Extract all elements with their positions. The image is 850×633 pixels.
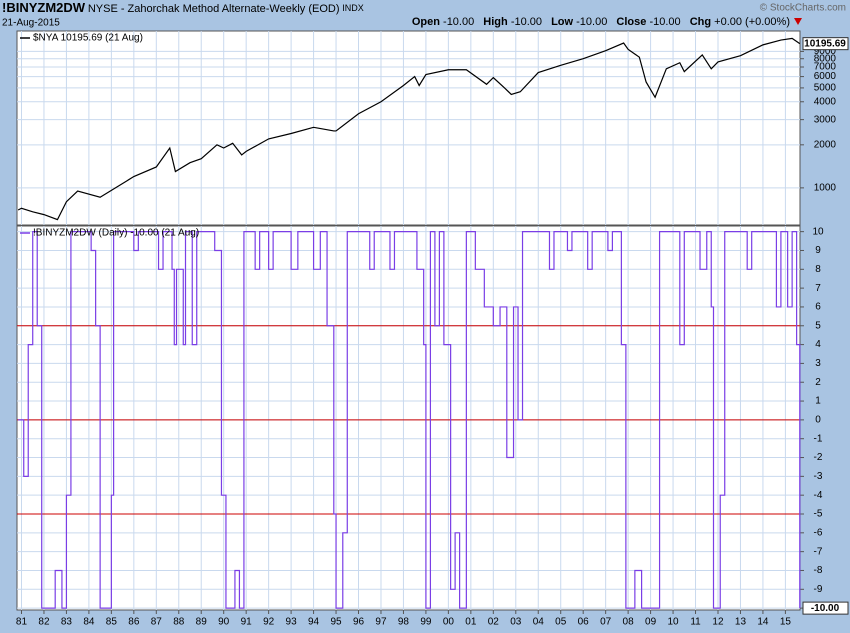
- quote-label: Close: [616, 16, 646, 28]
- y-tick-label: 7000: [814, 62, 837, 73]
- y-tick-label: 7: [815, 283, 821, 294]
- y-tick-label: -6: [814, 527, 823, 538]
- x-tick-label: 88: [173, 617, 185, 628]
- last-value-box: [802, 37, 849, 51]
- y-tick-label: -4: [814, 490, 823, 501]
- quote-label: Chg: [690, 16, 711, 28]
- x-tick-label: 89: [196, 617, 208, 628]
- quote-label: High: [483, 16, 508, 28]
- y-tick-label: 8000: [814, 53, 837, 64]
- y-tick-label: 0: [815, 415, 821, 426]
- x-tick-label: 96: [353, 617, 365, 628]
- x-tick-label: 94: [308, 617, 320, 628]
- x-tick-label: 01: [465, 617, 477, 628]
- y-tick-label: 5: [815, 320, 821, 331]
- y-tick-label: 4000: [814, 96, 837, 107]
- x-tick-label: 08: [623, 617, 635, 628]
- y-tick-label: 2: [815, 377, 821, 388]
- x-tick-label: 12: [712, 617, 724, 628]
- x-tick-label: 03: [510, 617, 522, 628]
- y-tick-label: 1000: [814, 183, 837, 194]
- x-tick-label: 00: [443, 617, 455, 628]
- y-tick-label: 1: [815, 396, 821, 407]
- x-tick-label: 83: [61, 617, 73, 628]
- legend-label: $NYA 10195.69 (21 Aug): [33, 33, 143, 44]
- x-tick-label: 84: [83, 617, 95, 628]
- panel: [16, 30, 801, 226]
- y-tick-label: -1: [814, 433, 823, 444]
- y-tick-label: 4: [815, 339, 821, 350]
- y-tick-label: -7: [814, 546, 823, 557]
- x-tick-label: 97: [375, 617, 387, 628]
- y-tick-label: 3000: [814, 114, 837, 125]
- line-series: [18, 231, 801, 609]
- date: 21-Aug-2015: [2, 18, 60, 29]
- x-tick-label: 05: [555, 617, 567, 628]
- y-tick-label: 9: [815, 245, 821, 256]
- y-tick-label: -3: [814, 471, 823, 482]
- x-tick-label: 02: [488, 617, 500, 628]
- exchange: INDX: [342, 3, 364, 13]
- x-tick-label: 95: [330, 617, 342, 628]
- change-arrow: [794, 18, 802, 25]
- x-tick-label: 99: [420, 617, 432, 628]
- x-tick-label: 10: [667, 617, 679, 628]
- y-tick-label: -9: [814, 584, 823, 595]
- quote-label: Low: [551, 16, 573, 28]
- x-tick-label: 93: [286, 617, 298, 628]
- copyright: © StockCharts.com: [760, 3, 846, 14]
- quote-value: -10.00: [576, 16, 607, 28]
- y-tick-label: 6000: [814, 71, 837, 82]
- x-tick-label: 91: [241, 617, 253, 628]
- quote-value: +0.00 (+0.00%): [714, 16, 790, 28]
- x-tick-label: 15: [780, 617, 792, 628]
- x-tick-label: 86: [128, 617, 140, 628]
- legend-label: !BINYZM2DW (Daily) -10.00 (21 Aug): [33, 228, 199, 239]
- quote-value: -10.00: [511, 16, 542, 28]
- quote-value: -10.00: [649, 16, 680, 28]
- x-tick-label: 85: [106, 617, 118, 628]
- x-tick-label: 98: [398, 617, 410, 628]
- x-tick-label: 13: [735, 617, 747, 628]
- x-tick-label: 04: [533, 617, 545, 628]
- y-tick-label: -5: [814, 509, 823, 520]
- quote-label: Open: [412, 16, 440, 28]
- y-tick-label: 6: [815, 302, 821, 313]
- panel: [16, 225, 801, 611]
- y-tick-label: 10: [812, 226, 824, 237]
- y-tick-label: 2000: [814, 139, 837, 150]
- last-value-box: [802, 601, 849, 615]
- x-tick-label: 09: [645, 617, 657, 628]
- y-tick-label: 5000: [814, 83, 837, 94]
- last-value-label: -10.00: [811, 603, 840, 614]
- x-tick-label: 92: [263, 617, 275, 628]
- x-tick-label: 14: [757, 617, 769, 628]
- x-tick-label: 07: [600, 617, 612, 628]
- x-tick-label: 87: [151, 617, 163, 628]
- y-tick-label: -2: [814, 452, 823, 463]
- line-series: [17, 37, 801, 221]
- y-tick-label: 3: [815, 358, 821, 369]
- y-tick-label: 9000: [814, 46, 837, 57]
- quote: Open -10.00 High -10.00 Low -10.00 Close…: [412, 16, 790, 28]
- last-value-label: 10195.69: [804, 38, 846, 49]
- quote-value: -10.00: [443, 16, 474, 28]
- x-tick-label: 82: [38, 617, 50, 628]
- description: NYSE - Zahorchak Method Alternate-Weekly…: [88, 3, 340, 15]
- x-tick-label: 11: [690, 617, 701, 628]
- y-tick-label: 8: [815, 264, 821, 275]
- chart-title: !BINYZM2DW NYSE - Zahorchak Method Alter…: [2, 0, 364, 15]
- x-tick-label: 06: [578, 617, 590, 628]
- x-tick-label: 90: [218, 617, 230, 628]
- x-tick-label: 81: [16, 617, 28, 628]
- symbol: !BINYZM2DW: [2, 0, 86, 15]
- y-tick-label: -8: [814, 565, 823, 576]
